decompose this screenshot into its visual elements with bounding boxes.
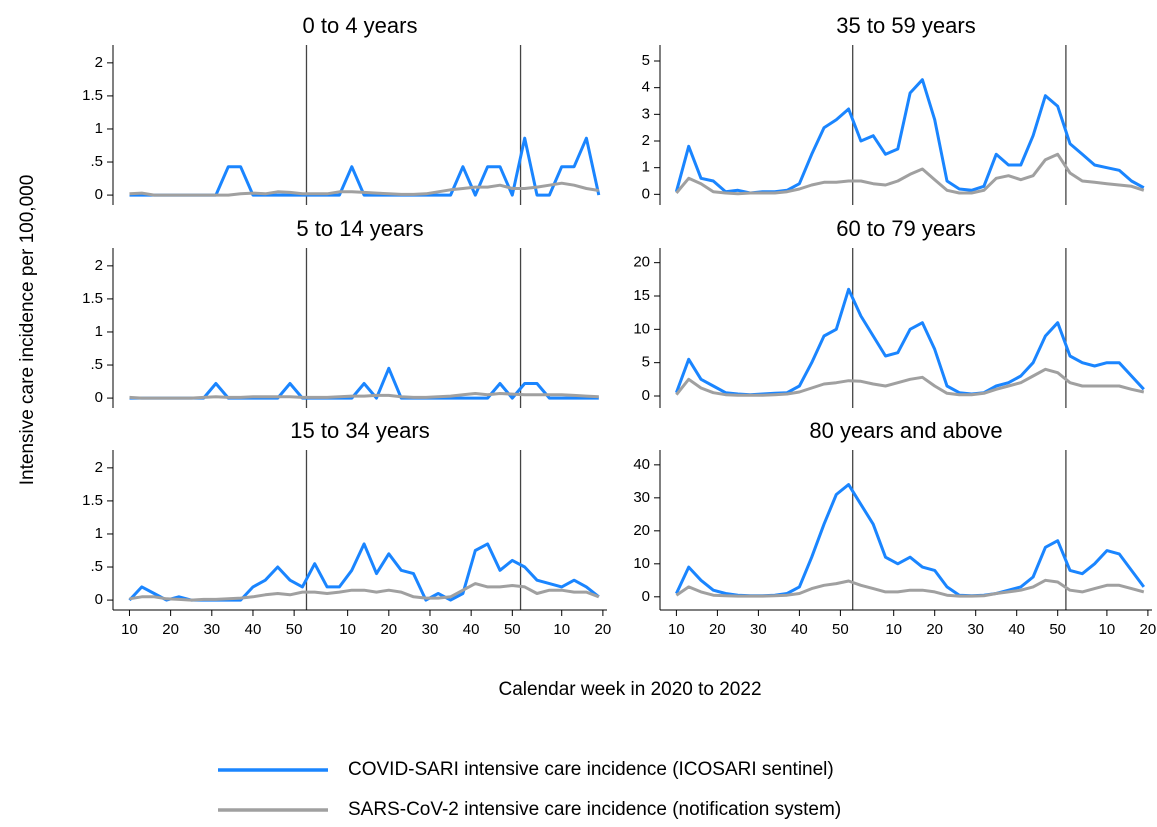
x-tick-label: 20 — [1140, 621, 1157, 638]
y-axis-label: Intensive care incidence per 100,000 — [17, 175, 38, 486]
y-tick-label: 30 — [633, 489, 650, 506]
panel-title: 80 years and above — [809, 418, 1002, 443]
series-line — [129, 181, 600, 197]
x-tick-label: 20 — [162, 621, 179, 638]
y-tick-label: .5 — [90, 153, 103, 170]
panel-title: 35 to 59 years — [836, 13, 975, 38]
y-tick-label: .5 — [90, 558, 103, 575]
series-line — [675, 367, 1145, 397]
y-tick-label: 1.5 — [82, 87, 103, 104]
x-tick-label: 50 — [504, 621, 521, 638]
legend-label: COVID-SARI intensive care incidence (ICO… — [348, 759, 834, 780]
y-tick-label: 20 — [633, 522, 650, 539]
series-line — [129, 366, 599, 400]
y-tick-label: 2 — [642, 132, 650, 149]
y-tick-label: 3 — [642, 105, 650, 122]
x-tick-label: 30 — [203, 621, 220, 638]
y-tick-label: 2 — [95, 54, 103, 71]
series-line — [129, 136, 601, 197]
panel-title: 15 to 34 years — [290, 418, 429, 443]
y-tick-label: 0 — [95, 389, 103, 406]
x-axis-label: Calendar week in 2020 to 2022 — [498, 679, 761, 700]
legend-label: SARS-CoV-2 intensive care incidence (not… — [348, 799, 841, 820]
y-tick-label: 15 — [633, 287, 650, 304]
y-tick-label: 1 — [95, 120, 103, 137]
y-tick-label: 1 — [95, 525, 103, 542]
x-tick-label: 40 — [1008, 621, 1025, 638]
panel-title: 5 to 14 years — [296, 216, 423, 241]
series-line — [675, 483, 1146, 598]
x-tick-label: 40 — [463, 621, 480, 638]
y-tick-label: 1 — [642, 159, 650, 176]
x-tick-label: 50 — [286, 621, 303, 638]
panel-title: 0 to 4 years — [303, 13, 418, 38]
y-tick-label: 10 — [633, 320, 650, 337]
y-tick-label: 5 — [642, 52, 650, 69]
x-tick-label: 20 — [595, 621, 612, 638]
x-tick-label: 10 — [553, 621, 570, 638]
y-tick-label: 2 — [95, 459, 103, 476]
x-tick-label: 20 — [380, 621, 397, 638]
x-tick-label: 40 — [245, 621, 262, 638]
x-tick-label: 30 — [750, 621, 767, 638]
y-tick-label: 0 — [642, 387, 650, 404]
y-tick-label: 4 — [642, 79, 650, 96]
y-tick-label: 0 — [642, 185, 650, 202]
x-tick-label: 10 — [339, 621, 356, 638]
y-tick-label: 1 — [95, 323, 103, 340]
series-line — [129, 392, 599, 400]
x-tick-label: 10 — [121, 621, 138, 638]
y-tick-label: 10 — [633, 555, 650, 572]
y-tick-label: 0 — [95, 591, 103, 608]
x-tick-label: 30 — [967, 621, 984, 638]
y-tick-label: 1.5 — [82, 290, 103, 307]
x-tick-label: 30 — [422, 621, 439, 638]
y-tick-label: 0 — [95, 186, 103, 203]
x-tick-label: 10 — [885, 621, 902, 638]
x-tick-label: 20 — [926, 621, 943, 638]
y-tick-label: .5 — [90, 356, 103, 373]
y-tick-label: 5 — [642, 354, 650, 371]
series-line — [675, 152, 1145, 196]
y-tick-label: 20 — [633, 254, 650, 271]
y-tick-label: 40 — [633, 456, 650, 473]
y-tick-label: 0 — [642, 588, 650, 605]
x-tick-label: 40 — [791, 621, 808, 638]
panel-title: 60 to 79 years — [836, 216, 975, 241]
series-line — [675, 578, 1145, 598]
x-tick-label: 10 — [1099, 621, 1116, 638]
x-tick-label: 20 — [709, 621, 726, 638]
x-tick-label: 50 — [832, 621, 849, 638]
series-line — [129, 582, 600, 602]
y-tick-label: 1.5 — [82, 492, 103, 509]
x-tick-label: 10 — [668, 621, 685, 638]
x-tick-label: 50 — [1049, 621, 1066, 638]
y-tick-label: 2 — [95, 257, 103, 274]
